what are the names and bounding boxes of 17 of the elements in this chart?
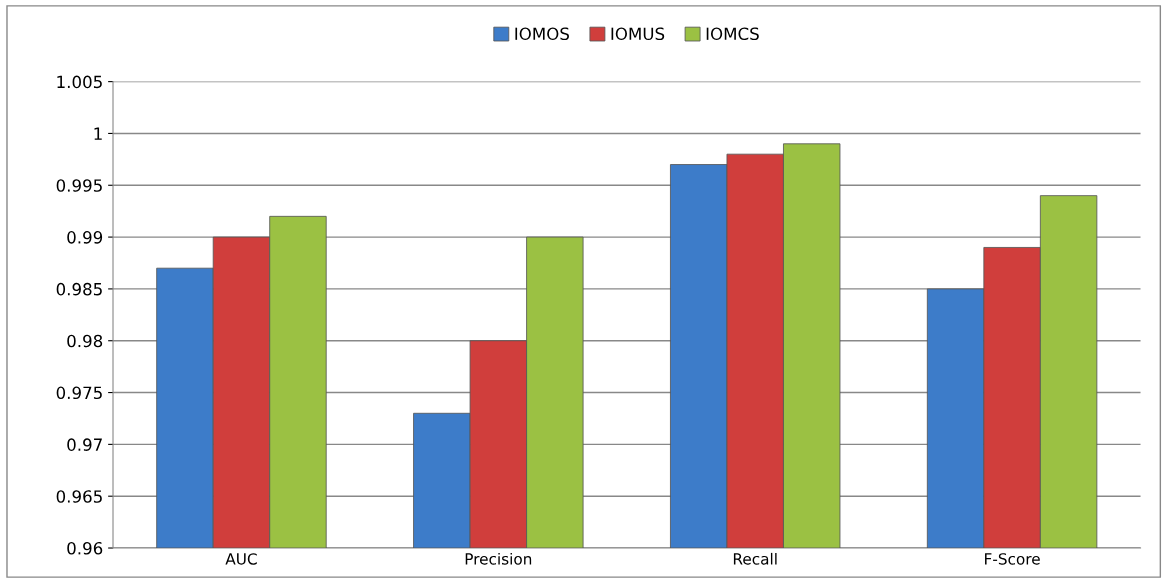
y-tick-label: 0.97 <box>67 438 102 451</box>
legend-label: IOMOS <box>515 27 569 41</box>
x-tick-label: Precision <box>465 552 532 565</box>
y-tick-label: 0.975 <box>56 386 102 400</box>
y-tick-label: 0.965 <box>56 490 102 503</box>
y-tick-label: 1.005 <box>57 75 102 89</box>
x-tick-label: F-Score <box>985 553 1040 565</box>
y-tick-label: 0.995 <box>56 179 102 192</box>
legend-label: IOMCS <box>706 27 759 41</box>
x-tick-label: AUC <box>225 553 257 565</box>
y-tick-label: 0.98 <box>67 334 103 348</box>
y-tick-label: 0.99 <box>67 231 103 244</box>
y-tick-label: 1 <box>94 127 102 140</box>
y-tick-label: 0.985 <box>56 282 102 296</box>
y-tick-label: 0.96 <box>67 541 103 555</box>
legend-label: IOMUS <box>611 27 665 41</box>
x-tick-label: Recall <box>733 552 777 565</box>
